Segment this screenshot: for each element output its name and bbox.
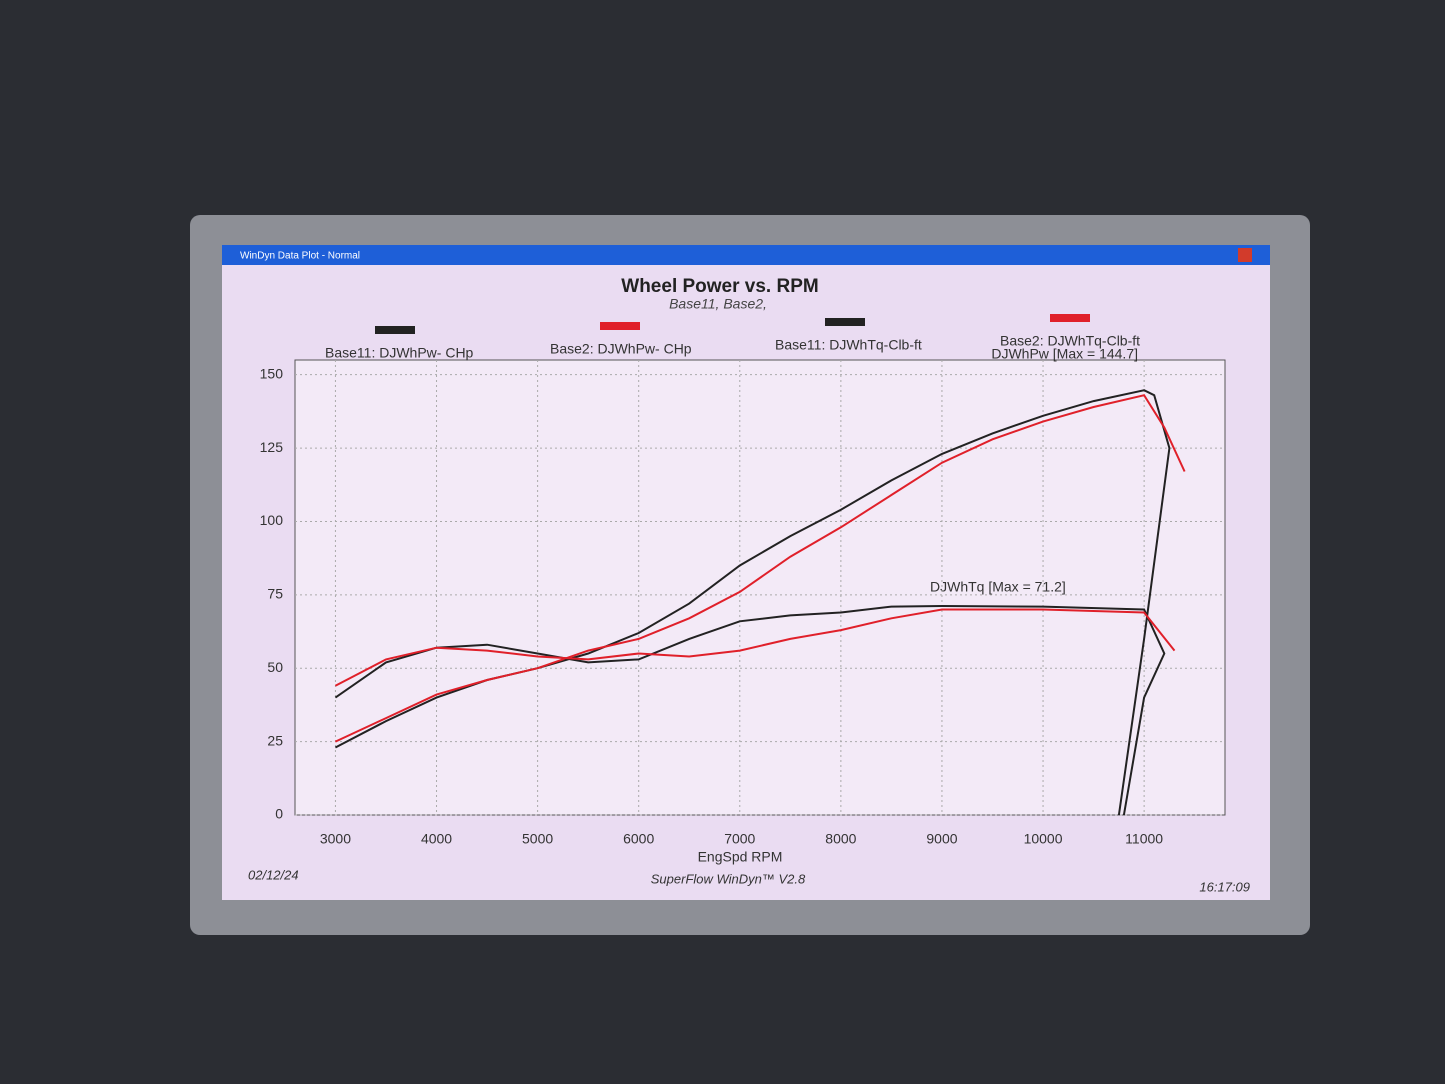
footer-date: 02/12/24 (248, 867, 299, 882)
line (334, 608, 1176, 687)
chart-subtitle: Base11, Base2, (669, 296, 767, 312)
y-tick-label: 50 (267, 659, 283, 675)
legend-label: Base11: DJWhTq-Clb-ft (775, 337, 922, 353)
annotation: DJWhPw [Max = 144.7] (991, 346, 1138, 362)
x-tick-label: 9000 (926, 831, 957, 847)
legend-label: Base2: DJWhPw- CHp (550, 341, 692, 357)
x-tick-label: 4000 (421, 831, 452, 847)
x-tick-label: 6000 (623, 831, 654, 847)
y-tick-label: 125 (260, 439, 284, 455)
x-tick-label: 10000 (1024, 831, 1063, 847)
legend-label: Base11: DJWhPw- CHp (325, 345, 474, 361)
x-tick-label: 5000 (522, 831, 553, 847)
window-title: WinDyn Data Plot - Normal (240, 251, 360, 262)
legend-swatch (825, 318, 865, 326)
legend-label: Base2: DJWhTq-Clb-ft (1000, 333, 1140, 349)
footer-time: 16:17:09 (1199, 879, 1250, 894)
x-tick-label: 8000 (825, 831, 856, 847)
close-button[interactable] (1238, 248, 1252, 262)
y-tick-label: 100 (260, 512, 284, 528)
plot-area (294, 359, 1226, 816)
x-axis-label: EngSpd RPM (698, 849, 783, 865)
chart-title: Wheel Power vs. RPM (621, 276, 818, 297)
y-tick-label: 150 (260, 365, 284, 381)
y-tick-label: 0 (275, 806, 283, 822)
legend-swatch (375, 326, 415, 334)
annotation: DJWhTq [Max = 71.2] (930, 579, 1066, 595)
y-tick-label: 75 (267, 586, 283, 602)
y-tick-label: 25 (267, 732, 283, 748)
line (334, 394, 1186, 743)
window-titlebar (222, 245, 1270, 265)
x-tick-label: 7000 (724, 831, 755, 847)
legend-swatch (600, 322, 640, 330)
x-tick-label: 11000 (1125, 831, 1163, 847)
legend-swatch (1050, 314, 1090, 322)
footer-app: SuperFlow WinDyn™ V2.8 (651, 871, 806, 886)
x-tick-label: 3000 (320, 831, 351, 847)
